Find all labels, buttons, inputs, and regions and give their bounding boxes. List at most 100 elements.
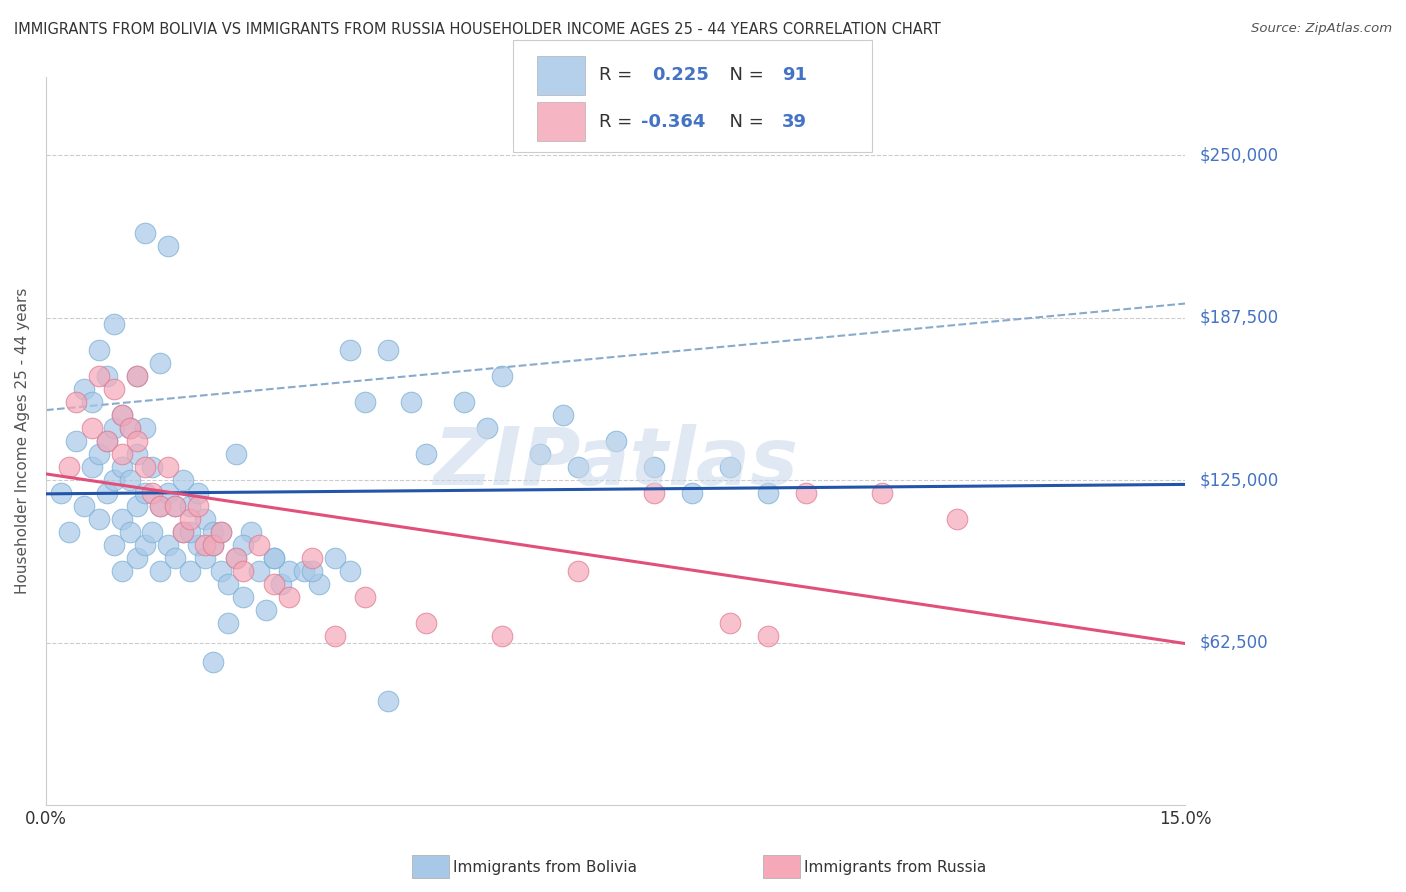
Text: $187,500: $187,500: [1199, 309, 1278, 326]
Point: [127, 500, 149, 514]
Point: [103, 318, 125, 332]
Text: Immigrants from Russia: Immigrants from Russia: [804, 860, 987, 874]
Point: [73, 500, 96, 514]
Point: [96, 486, 118, 500]
Point: [179, 500, 201, 514]
Point: [80, 395, 103, 409]
Text: 91: 91: [782, 66, 807, 85]
Point: [187, 500, 209, 514]
Point: [681, 486, 703, 500]
Point: [111, 512, 134, 526]
Point: [278, 590, 301, 604]
Point: [323, 551, 346, 566]
Point: [605, 434, 627, 449]
Point: [567, 460, 589, 475]
Point: [202, 525, 225, 540]
Point: [475, 421, 498, 435]
Point: [202, 655, 225, 669]
Point: [354, 395, 377, 409]
Point: [225, 551, 247, 566]
Point: [179, 564, 201, 578]
Point: [156, 486, 179, 500]
Point: [172, 473, 194, 487]
Point: [134, 227, 156, 241]
Text: -0.364: -0.364: [641, 112, 706, 130]
Text: IMMIGRANTS FROM BOLIVIA VS IMMIGRANTS FROM RUSSIA HOUSEHOLDER INCOME AGES 25 - 4: IMMIGRANTS FROM BOLIVIA VS IMMIGRANTS FR…: [14, 22, 941, 37]
Point: [209, 525, 232, 540]
Point: [232, 564, 254, 578]
Point: [89, 512, 111, 526]
Point: [127, 447, 149, 461]
Point: [643, 460, 665, 475]
Point: [89, 447, 111, 461]
Text: $125,000: $125,000: [1199, 471, 1278, 489]
Point: [270, 577, 292, 591]
Point: [111, 564, 134, 578]
Point: [156, 538, 179, 552]
Point: [339, 564, 361, 578]
Point: [187, 486, 209, 500]
Point: [111, 447, 134, 461]
Point: [103, 538, 125, 552]
Point: [491, 369, 513, 384]
Point: [80, 460, 103, 475]
Point: [127, 434, 149, 449]
Point: [118, 525, 141, 540]
Point: [254, 603, 277, 617]
Point: [141, 525, 163, 540]
Point: [194, 538, 217, 552]
Point: [58, 525, 80, 540]
Text: $62,500: $62,500: [1199, 633, 1268, 652]
Point: [209, 525, 232, 540]
Point: [529, 447, 551, 461]
Text: 39: 39: [782, 112, 807, 130]
Text: ZIPatlas: ZIPatlas: [433, 424, 799, 502]
Point: [339, 343, 361, 358]
Point: [96, 369, 118, 384]
Point: [225, 447, 247, 461]
Point: [217, 616, 239, 631]
Point: [946, 512, 969, 526]
Point: [156, 460, 179, 475]
Point: [399, 395, 422, 409]
Point: [209, 564, 232, 578]
Point: [194, 551, 217, 566]
Point: [567, 564, 589, 578]
Point: [263, 551, 285, 566]
Point: [118, 421, 141, 435]
Point: [118, 421, 141, 435]
Point: [73, 382, 96, 396]
Point: [453, 395, 475, 409]
Text: Source: ZipAtlas.com: Source: ZipAtlas.com: [1251, 22, 1392, 36]
Point: [354, 590, 377, 604]
Point: [111, 409, 134, 423]
Point: [134, 421, 156, 435]
Point: [232, 538, 254, 552]
Point: [134, 538, 156, 552]
Point: [377, 343, 399, 358]
Point: [65, 434, 87, 449]
Point: [308, 577, 330, 591]
Point: [202, 538, 225, 552]
Point: [89, 369, 111, 384]
Point: [179, 512, 201, 526]
Point: [292, 564, 315, 578]
Point: [217, 577, 239, 591]
Text: $250,000: $250,000: [1199, 146, 1278, 164]
Point: [96, 434, 118, 449]
Point: [149, 564, 172, 578]
Point: [263, 551, 285, 566]
Point: [51, 486, 73, 500]
Point: [202, 538, 225, 552]
Point: [103, 382, 125, 396]
Point: [111, 460, 134, 475]
Point: [301, 564, 323, 578]
Point: [415, 616, 437, 631]
Point: [80, 421, 103, 435]
Point: [111, 409, 134, 423]
Point: [240, 525, 263, 540]
Point: [134, 460, 156, 475]
Point: [118, 473, 141, 487]
Text: N =: N =: [718, 112, 770, 130]
Point: [377, 694, 399, 708]
